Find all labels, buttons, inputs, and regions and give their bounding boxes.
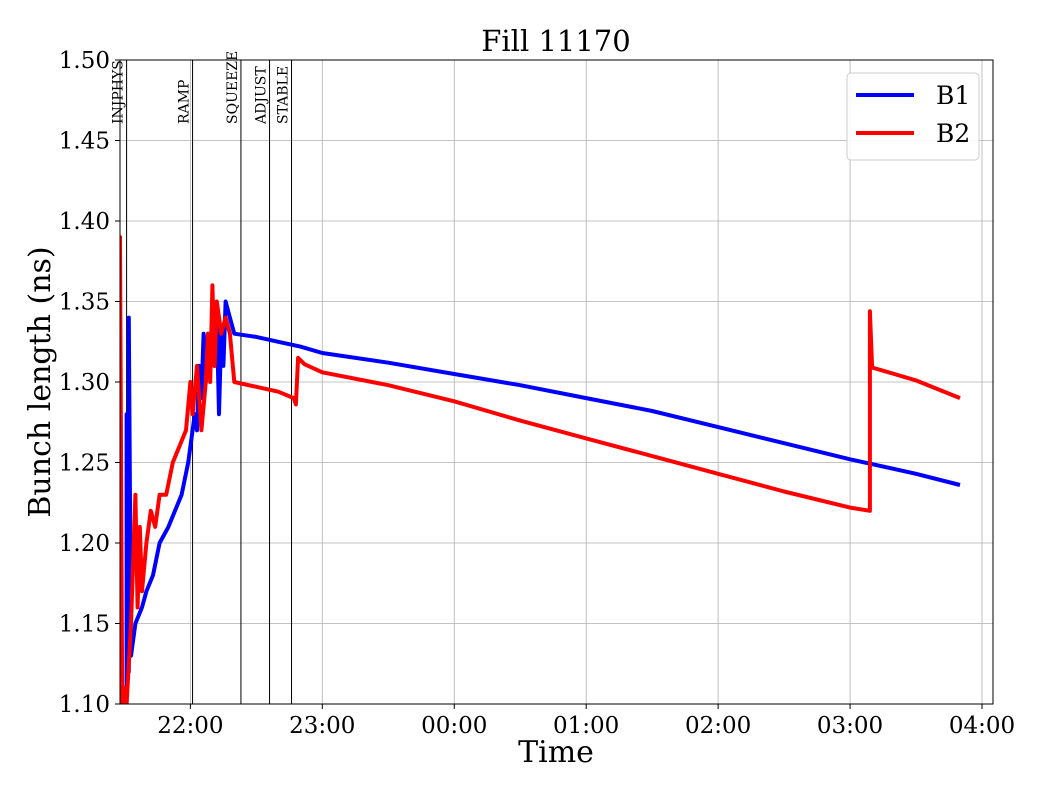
series-layer xyxy=(120,235,961,704)
legend-label-b2: B2 xyxy=(936,119,970,148)
y-tick-label: 1.45 xyxy=(59,129,110,155)
x-tick-label: 01:00 xyxy=(553,713,619,739)
x-tick-label: 02:00 xyxy=(685,713,751,739)
chart-title: Fill 11170 xyxy=(481,24,630,58)
y-tick-label: 1.50 xyxy=(59,48,110,74)
legend-label-b1: B1 xyxy=(936,81,970,110)
y-tick-label: 1.25 xyxy=(59,451,110,477)
x-tick-label: 04:00 xyxy=(949,713,1015,739)
phase-label: SQUEEZE xyxy=(225,51,241,124)
x-tick-label: 23:00 xyxy=(289,713,355,739)
y-tick-label: 1.20 xyxy=(59,531,110,557)
y-tick-label: 1.10 xyxy=(59,692,110,718)
x-axis-label: Time xyxy=(518,735,594,770)
phase-label: ADJUST xyxy=(254,66,270,125)
y-tick-label: 1.30 xyxy=(59,370,110,396)
x-tick-label: 00:00 xyxy=(421,713,487,739)
series-line-b2 xyxy=(120,235,961,704)
legend: B1 B2 xyxy=(846,72,980,161)
x-tick-label: 03:00 xyxy=(817,713,883,739)
phase-label: INJPHYS xyxy=(111,60,127,124)
phase-layer: INJPHYS RAMP SQUEEZE ADJUST STABLE xyxy=(111,51,293,704)
tick-layer: 22:00 23:00 00:00 01:00 02:00 03:00 04:00 1.10 1… xyxy=(59,48,1015,739)
x-tick-label: 22:00 xyxy=(157,713,223,739)
y-tick-label: 1.35 xyxy=(59,290,110,316)
y-axis-label: Bunch length (ns) xyxy=(23,246,58,517)
phase-label: RAMP xyxy=(177,80,193,124)
phase-label: STABLE xyxy=(276,66,292,124)
y-tick-label: 1.40 xyxy=(59,209,110,235)
y-tick-label: 1.15 xyxy=(59,612,110,638)
